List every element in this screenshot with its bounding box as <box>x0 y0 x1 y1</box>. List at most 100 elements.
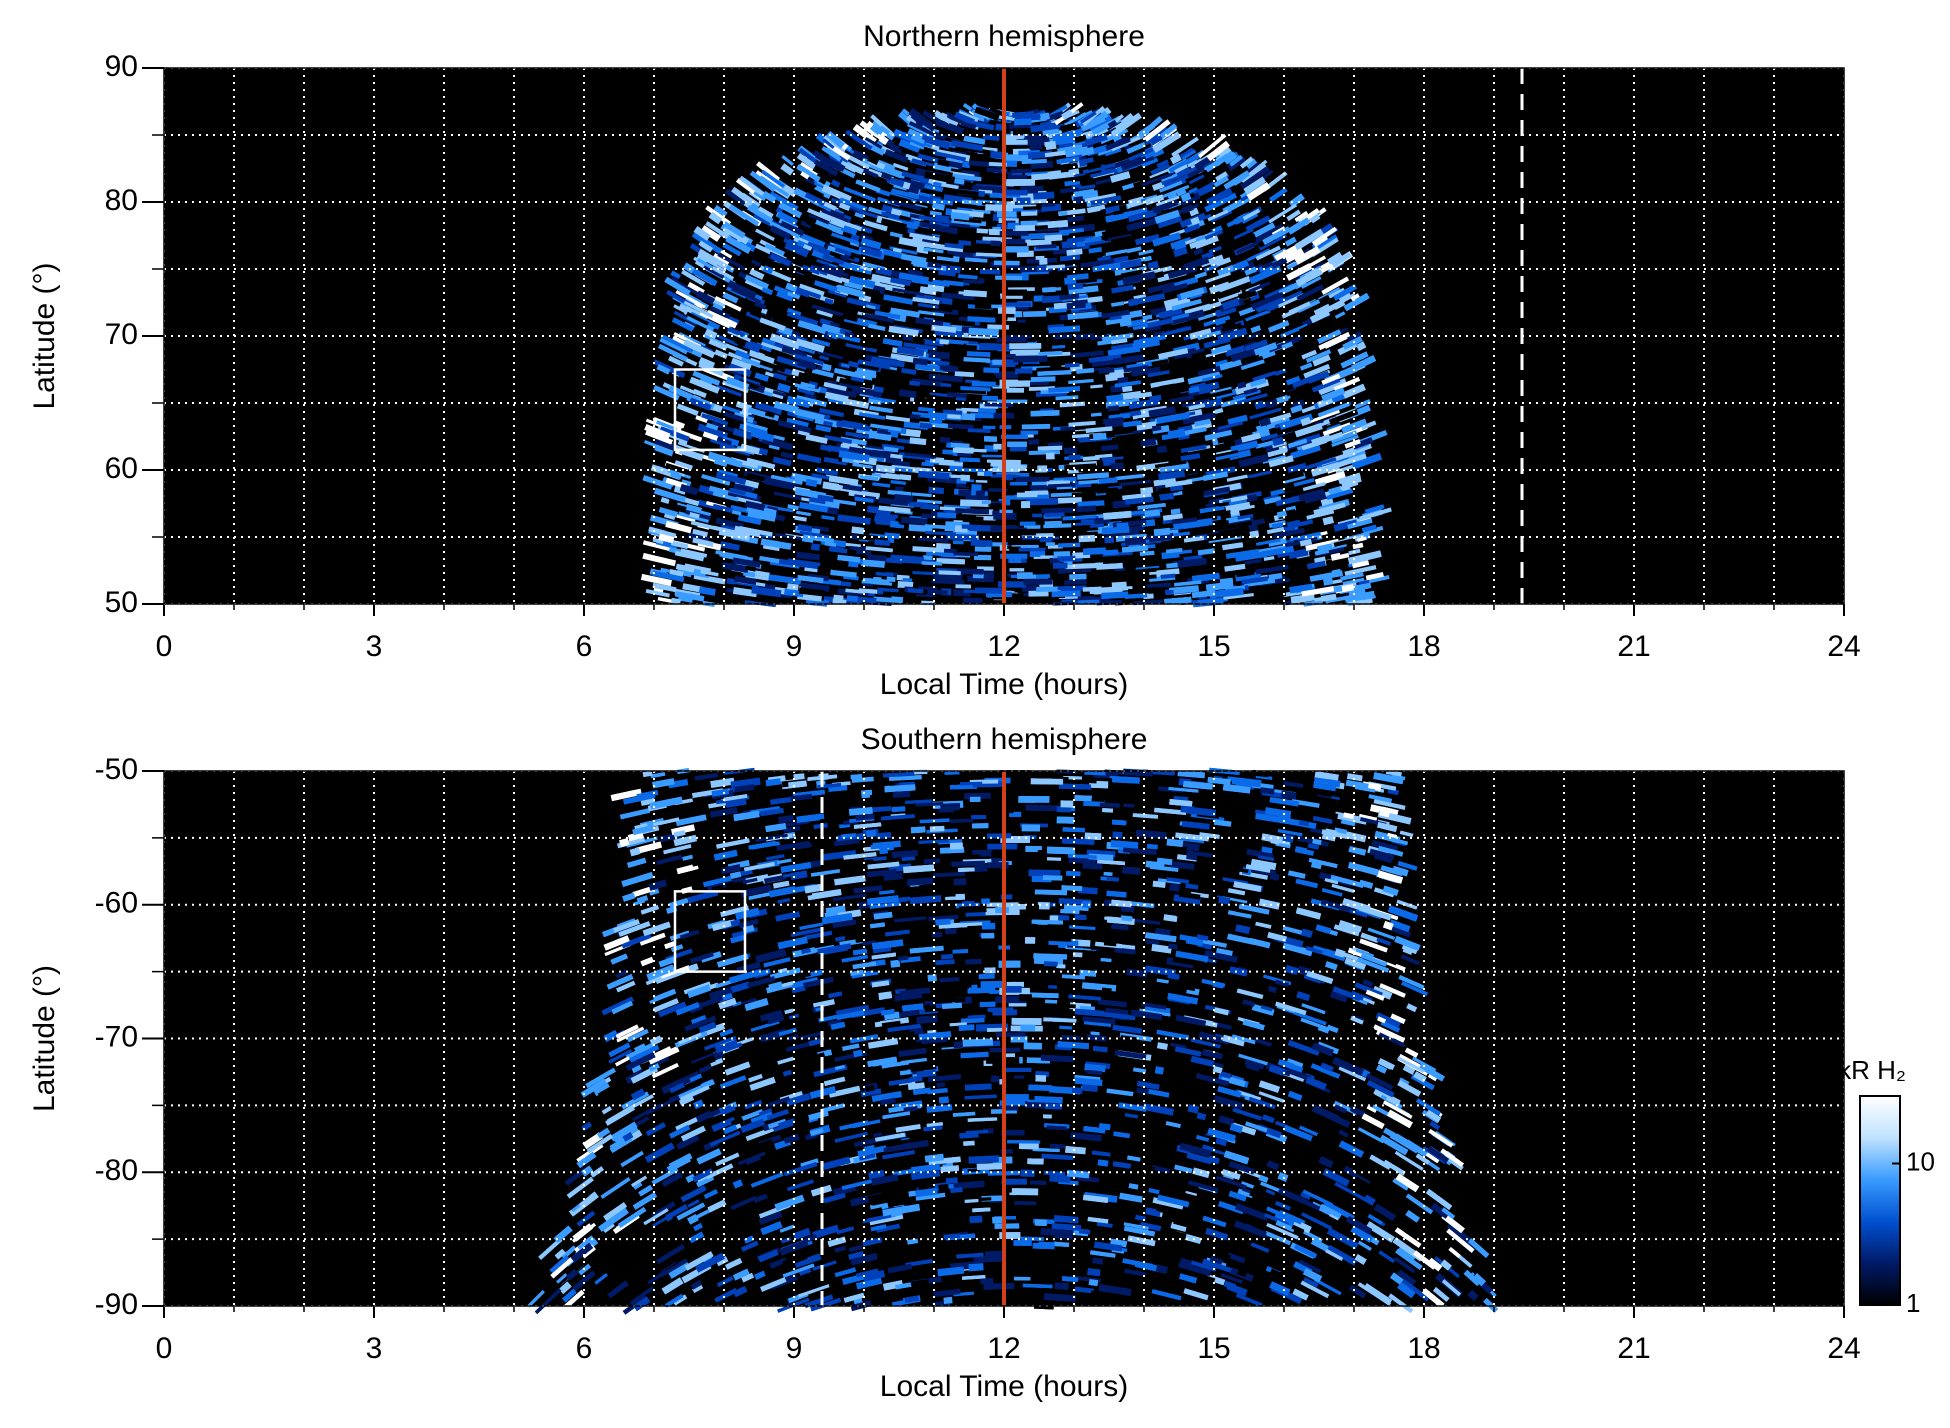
texture-streak <box>977 228 989 233</box>
texture-streak <box>1053 563 1068 569</box>
texture-streak <box>1115 450 1127 457</box>
texture-streak <box>1006 201 1015 205</box>
texture-streak <box>1093 433 1107 440</box>
texture-streak <box>971 484 981 490</box>
texture-streak <box>833 595 843 602</box>
texture-streak <box>979 343 1011 351</box>
texture-streak <box>960 475 969 481</box>
texture-streak <box>1045 549 1054 556</box>
texture-streak <box>958 489 971 496</box>
texture-streak <box>997 338 1026 342</box>
texture-streak <box>963 462 991 469</box>
texture-streak <box>983 426 995 430</box>
texture-streak <box>978 408 996 413</box>
x-tick-label: 3 <box>366 630 383 663</box>
texture-streak <box>988 296 1000 300</box>
texture-streak <box>873 577 882 583</box>
texture-streak <box>1057 556 1075 560</box>
texture-streak <box>984 436 997 442</box>
texture-streak <box>955 584 971 588</box>
texture-streak <box>1029 145 1041 150</box>
texture-streak <box>1010 568 1025 571</box>
texture-streak <box>1007 175 1027 179</box>
texture-streak <box>956 397 966 401</box>
texture-streak <box>916 391 926 399</box>
texture-streak <box>1026 498 1058 505</box>
x-tick-label: 21 <box>1617 630 1650 663</box>
texture-streak <box>1006 140 1028 145</box>
y-axis-label: Latitude (°) <box>28 262 61 409</box>
texture-streak <box>1165 590 1174 594</box>
texture-streak <box>937 512 956 518</box>
chart-title: Northern hemisphere <box>863 20 1145 53</box>
texture-streak <box>994 261 1020 266</box>
texture-streak <box>1002 190 1027 196</box>
texture-streak <box>971 540 993 546</box>
texture-streak <box>1022 424 1050 429</box>
texture-streak <box>1028 338 1036 341</box>
texture-streak <box>903 578 913 582</box>
texture-streak <box>1007 442 1027 447</box>
texture-streak <box>1036 587 1057 592</box>
texture-streak <box>1068 455 1080 461</box>
texture-streak <box>936 543 951 549</box>
texture-streak <box>927 590 947 595</box>
texture-streak <box>1032 514 1042 518</box>
texture-streak <box>983 367 999 373</box>
texture-streak <box>1028 439 1039 444</box>
texture-streak <box>1045 512 1065 516</box>
texture-streak <box>1076 505 1096 512</box>
texture-streak <box>1069 574 1086 580</box>
texture-streak <box>1110 462 1124 470</box>
texture-streak <box>1006 179 1035 186</box>
texture-streak <box>1003 529 1036 535</box>
texture-streak <box>982 396 998 401</box>
texture-streak <box>1003 302 1031 306</box>
texture-streak <box>984 471 993 476</box>
texture-streak <box>1036 521 1045 525</box>
texture-streak <box>1036 256 1045 260</box>
texture-streak <box>1008 539 1040 545</box>
texture-streak <box>953 540 964 544</box>
x-tick-label: 12 <box>987 630 1020 663</box>
texture-streak <box>995 276 1022 280</box>
texture-streak <box>1104 549 1119 555</box>
texture-streak <box>1016 477 1050 482</box>
x-tick-label: 9 <box>786 630 803 663</box>
texture-streak <box>1112 582 1127 588</box>
texture-streak <box>928 487 944 494</box>
texture-streak <box>1014 118 1032 125</box>
y-tick-label: 50 <box>105 586 138 619</box>
texture-streak <box>1006 161 1017 167</box>
x-tick-label: 18 <box>1407 630 1440 663</box>
texture-streak <box>1023 206 1041 210</box>
x-tick-label: 0 <box>156 630 173 663</box>
texture-streak <box>1018 373 1031 380</box>
texture-streak <box>1007 388 1024 393</box>
texture-streak <box>1009 343 1041 349</box>
texture-streak <box>1097 272 1106 280</box>
texture-streak <box>1013 128 1031 134</box>
x-tick-label: 6 <box>576 630 593 663</box>
texture-streak <box>990 151 1003 159</box>
texture-streak <box>967 516 984 520</box>
x-axis-label: Local Time (hours) <box>880 668 1128 701</box>
texture-streak <box>847 595 858 602</box>
texture-streak <box>982 501 991 504</box>
texture-streak <box>1083 547 1106 555</box>
texture-streak <box>972 381 1000 387</box>
texture-streak <box>1090 587 1102 594</box>
texture-streak <box>968 328 998 336</box>
texture-streak <box>1042 287 1055 292</box>
texture-streak <box>1023 311 1046 317</box>
texture-streak <box>1010 482 1027 485</box>
texture-streak <box>1013 355 1047 362</box>
y-tick-label: 80 <box>105 184 138 217</box>
texture-streak <box>1010 447 1027 452</box>
texture-streak <box>1046 542 1055 546</box>
texture-streak <box>1010 169 1032 173</box>
texture-streak <box>975 546 992 551</box>
texture-streak <box>990 241 1000 246</box>
